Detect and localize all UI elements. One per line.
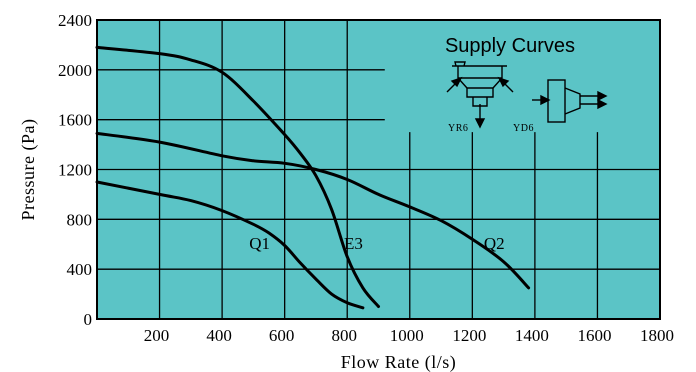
y-tick-label-800: 800 (67, 210, 93, 229)
x-tick-label-1400: 1400 (515, 326, 549, 345)
x-tick-label-400: 400 (206, 326, 232, 345)
y-tick-label-1600: 1600 (58, 111, 92, 130)
y-tick-label-1200: 1200 (58, 161, 92, 180)
x-tick-label-1800: 1800 (640, 326, 674, 345)
curve-e3 (95, 45, 380, 308)
chart-title: Supply Curves (445, 35, 575, 57)
tick-labels: 0 400 800 1200 1600 2000 2400 200 400 600 800 1000 1… (58, 11, 674, 345)
y-tick-label-400: 400 (67, 260, 93, 279)
plot-border (96, 19, 661, 320)
yd6-diffuser-icon (532, 79, 608, 123)
yr6-label: YR6 (448, 123, 468, 134)
yd6-label: YD6 (513, 123, 534, 134)
series-label-e3: E3 (344, 234, 363, 253)
x-tick-label-1000: 1000 (390, 326, 424, 345)
curves (95, 45, 531, 310)
curve-q2 (95, 131, 531, 290)
x-axis-title: Flow Rate (l/s) (341, 352, 457, 372)
y-axis-title: Pressure (Pa) (18, 119, 39, 221)
y-tick-label-0: 0 (84, 310, 93, 329)
series-labels: Q1 E3 Q2 (249, 234, 504, 253)
x-tick-label-1600: 1600 (577, 326, 611, 345)
y-tick-label-2400: 2400 (58, 11, 92, 30)
grid (97, 20, 660, 319)
x-tick-label-600: 600 (269, 326, 295, 345)
yr6-diffuser-icon (446, 61, 514, 129)
x-tick-label-1200: 1200 (452, 326, 486, 345)
x-tick-label-800: 800 (331, 326, 357, 345)
series-label-q2: Q2 (484, 234, 505, 253)
y-tick-label-2000: 2000 (58, 61, 92, 80)
curve-q1 (95, 180, 365, 310)
x-tick-label-200: 200 (144, 326, 170, 345)
series-label-q1: Q1 (249, 234, 270, 253)
